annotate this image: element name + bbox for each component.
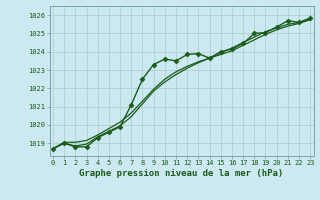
X-axis label: Graphe pression niveau de la mer (hPa): Graphe pression niveau de la mer (hPa)	[79, 169, 284, 178]
